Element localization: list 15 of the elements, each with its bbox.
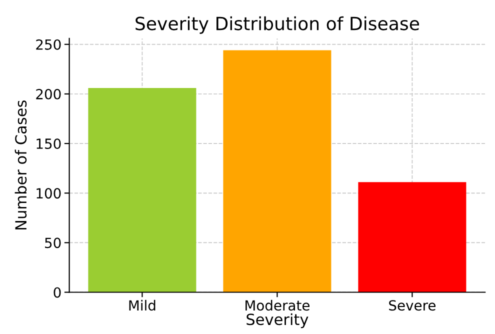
y-tick-label: 250 xyxy=(36,39,61,50)
x-tick-label: Mild xyxy=(129,300,156,311)
y-axis-title: Number of Cases xyxy=(14,100,27,230)
bar xyxy=(223,50,332,292)
y-tick-label: 150 xyxy=(36,138,61,149)
y-tick-label: 0 xyxy=(54,287,61,298)
bar xyxy=(88,88,196,292)
y-tick-label: 100 xyxy=(36,188,61,199)
chart-title: Severity Distribution of Disease xyxy=(136,16,420,34)
y-tick-label: 200 xyxy=(36,88,61,100)
x-tick-label: Moderate xyxy=(246,300,310,311)
x-tick-label: Severe xyxy=(389,300,436,311)
y-tick-label: 50 xyxy=(45,238,61,248)
bar xyxy=(358,182,466,292)
x-axis-title: Severity xyxy=(246,313,308,328)
